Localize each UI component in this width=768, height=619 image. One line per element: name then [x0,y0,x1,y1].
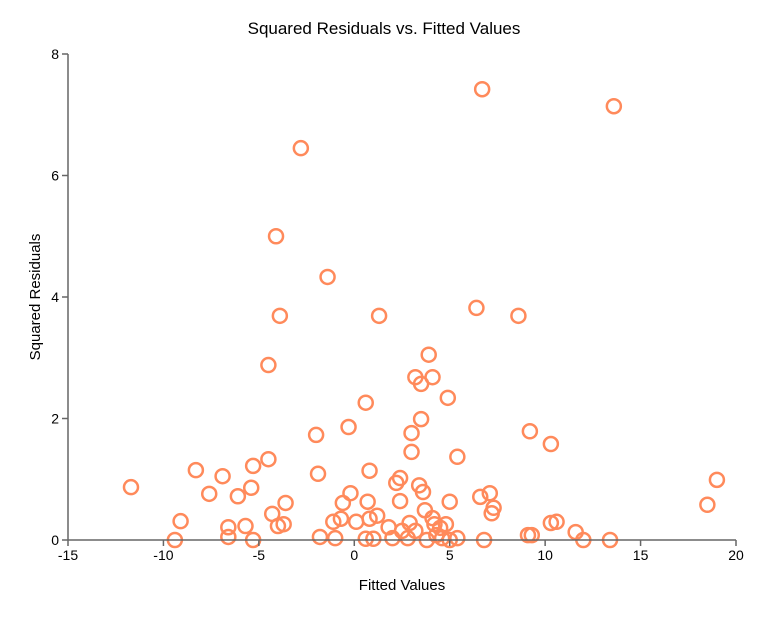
data-point [244,457,262,475]
data-point [548,513,565,531]
data-point [521,423,539,440]
data-point [414,483,432,501]
x-tick-label: 15 [633,547,649,563]
data-point [172,512,189,530]
data-point [472,488,489,506]
data-point [334,494,352,512]
data-point [473,80,491,98]
data-point [368,507,386,524]
data-point [605,97,623,115]
data-point [325,513,342,531]
x-axis: -15 -10 -5 0 5 10 15 20 [58,539,744,563]
x-tick-label: 20 [728,547,744,563]
data-point [292,139,310,157]
data-point [220,528,237,546]
data-point [271,307,289,325]
data-point [424,368,441,386]
data-point [307,426,325,444]
data-point [187,461,205,479]
data-point [510,307,527,325]
y-axis: 0 2 4 6 8 [51,46,69,548]
y-axis-label: Squared Residuals [27,234,44,361]
data-point [260,450,277,468]
data-point [359,493,376,510]
y-tick-label: 4 [51,289,59,305]
data-point [468,299,485,317]
data-point [220,518,237,536]
y-tick-label: 6 [51,168,59,184]
data-point [267,228,285,245]
data-point [699,496,716,514]
data-point [391,469,409,487]
data-point [542,435,560,453]
data-point [523,526,541,544]
data-point [407,522,424,540]
data-point [340,418,357,436]
data-point [200,485,218,503]
x-tick-label: 10 [537,547,553,563]
data-point [122,478,140,496]
y-tick-label: 8 [51,46,59,62]
x-axis-label: Fitted Values [359,577,445,594]
data-point [237,517,254,535]
data-point [309,465,327,483]
data-point [361,510,378,527]
data-point [275,515,292,533]
data-point [708,471,726,489]
data-point [365,530,382,548]
data-point [485,499,502,517]
data-point [326,529,344,547]
data-point [370,307,388,325]
points-layer [122,80,726,549]
x-tick-label: 0 [350,547,358,563]
y-tick-label: 0 [51,532,59,548]
data-point [332,510,350,527]
data-point [311,528,329,546]
x-tick-label: -5 [253,547,266,563]
data-point [439,389,457,407]
data-point [347,513,365,531]
x-tick-label: 5 [446,547,454,563]
data-point [449,529,466,547]
data-point [357,530,374,548]
data-point [357,394,374,411]
data-point [441,493,458,510]
chart-title: Squared Residuals vs. Fitted Values [248,19,521,38]
data-point [319,268,336,286]
data-point [361,462,378,479]
data-point [403,443,420,461]
data-point [412,410,430,428]
y-tick-label: 2 [51,411,59,427]
data-point [242,479,260,497]
data-point [277,494,294,512]
data-point [391,492,409,510]
data-point [403,424,420,442]
data-point [214,467,231,485]
x-tick-label: -10 [153,547,173,563]
data-point [420,346,437,363]
data-point [449,448,466,466]
data-point [229,488,247,505]
data-point [437,515,455,533]
data-point [342,484,359,502]
data-point [260,356,277,374]
data-point [481,484,499,502]
x-tick-label: -15 [58,547,78,563]
